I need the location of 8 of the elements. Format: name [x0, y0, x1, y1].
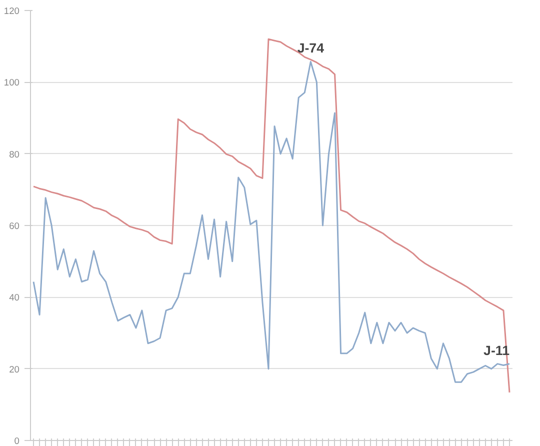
y-tick-label: 120 — [4, 6, 20, 16]
y-tick-label: 40 — [9, 292, 20, 303]
y-tick-label: 80 — [9, 149, 20, 160]
y-tick-label: 100 — [4, 78, 20, 88]
y-tick-label: 60 — [9, 221, 20, 231]
y-tick-label: 20 — [9, 364, 20, 374]
annotation: J-74 — [297, 40, 325, 56]
y-tick-label: 0 — [14, 436, 20, 446]
